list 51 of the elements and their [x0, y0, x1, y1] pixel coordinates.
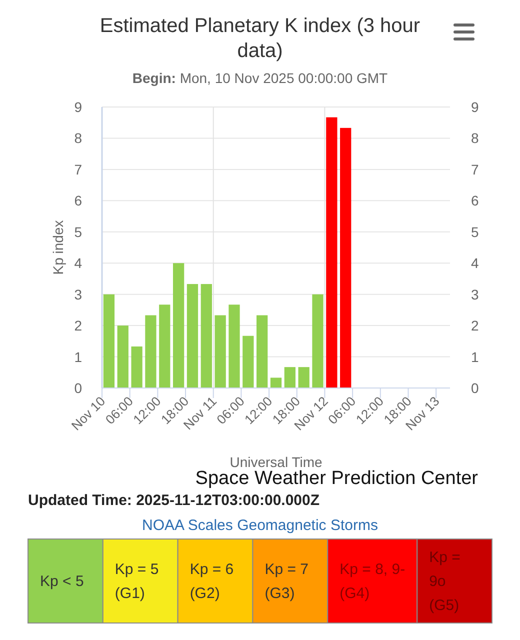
text: NOAA Scales Geomagnetic Storms [142, 517, 378, 534]
y2-tick-label: 3 [471, 286, 479, 302]
y-tick-label: 9 [74, 99, 82, 115]
category-label: Kp = 5 (G1) [114, 561, 159, 602]
y-tick-label: 6 [74, 192, 82, 209]
y-tick-label: 1 [74, 348, 82, 365]
bar [298, 367, 310, 388]
bar [103, 294, 115, 388]
y-axis-title: Kp index [50, 220, 66, 275]
bar [200, 284, 212, 388]
category-label: Kp = 9o (G5) [429, 549, 461, 614]
category-label: Kp = 8, 9- (G4) [340, 561, 406, 602]
y-tick-label: 4 [74, 255, 82, 272]
y-tick-label: 5 [74, 224, 82, 240]
y2-tick-label: 4 [471, 255, 479, 272]
y2-tick-label: 7 [471, 161, 479, 178]
y2-tick-label: 1 [471, 348, 479, 365]
text: Space Weather Prediction Center [195, 468, 479, 489]
bar [145, 315, 156, 388]
y2-tick-label: 9 [471, 99, 479, 115]
y-tick-label: 7 [74, 161, 82, 178]
bar [242, 336, 254, 388]
bar [312, 294, 324, 388]
bar [284, 367, 296, 388]
y2-tick-label: 8 [471, 130, 479, 146]
chart-subtitle: Begin: Mon, 10 Nov 2025 00:00:00 GMT [132, 70, 388, 86]
bar [340, 128, 352, 388]
category-label: Kp = 6 (G2) [190, 561, 234, 602]
bar [326, 117, 338, 388]
text: Updated Time: 2025-11-12T03:00:00.000Z [28, 492, 320, 509]
y2-tick-label: 2 [471, 318, 479, 334]
category-label: Kp < 5 [40, 573, 84, 590]
y2-tick-label: 6 [471, 192, 479, 209]
bar [117, 326, 128, 388]
x-axis-title: Universal Time [230, 454, 322, 470]
bar [228, 304, 240, 388]
y-tick-label: 3 [74, 286, 82, 302]
bar [256, 315, 268, 388]
bar [214, 315, 226, 388]
bar [172, 263, 184, 388]
bar [131, 346, 142, 388]
bar [270, 378, 282, 388]
bar [159, 304, 170, 388]
y-tick-label: 8 [74, 130, 82, 146]
y-tick-label: 2 [74, 318, 82, 334]
chart-title: Estimated Planetary K index (3 hour data) [100, 15, 420, 62]
y2-tick-label: 0 [471, 380, 479, 396]
y2-tick-label: 5 [471, 224, 479, 240]
y-tick-label: 0 [74, 380, 82, 396]
category-label: Kp = 7 (G3) [264, 561, 309, 602]
bar [186, 284, 198, 388]
